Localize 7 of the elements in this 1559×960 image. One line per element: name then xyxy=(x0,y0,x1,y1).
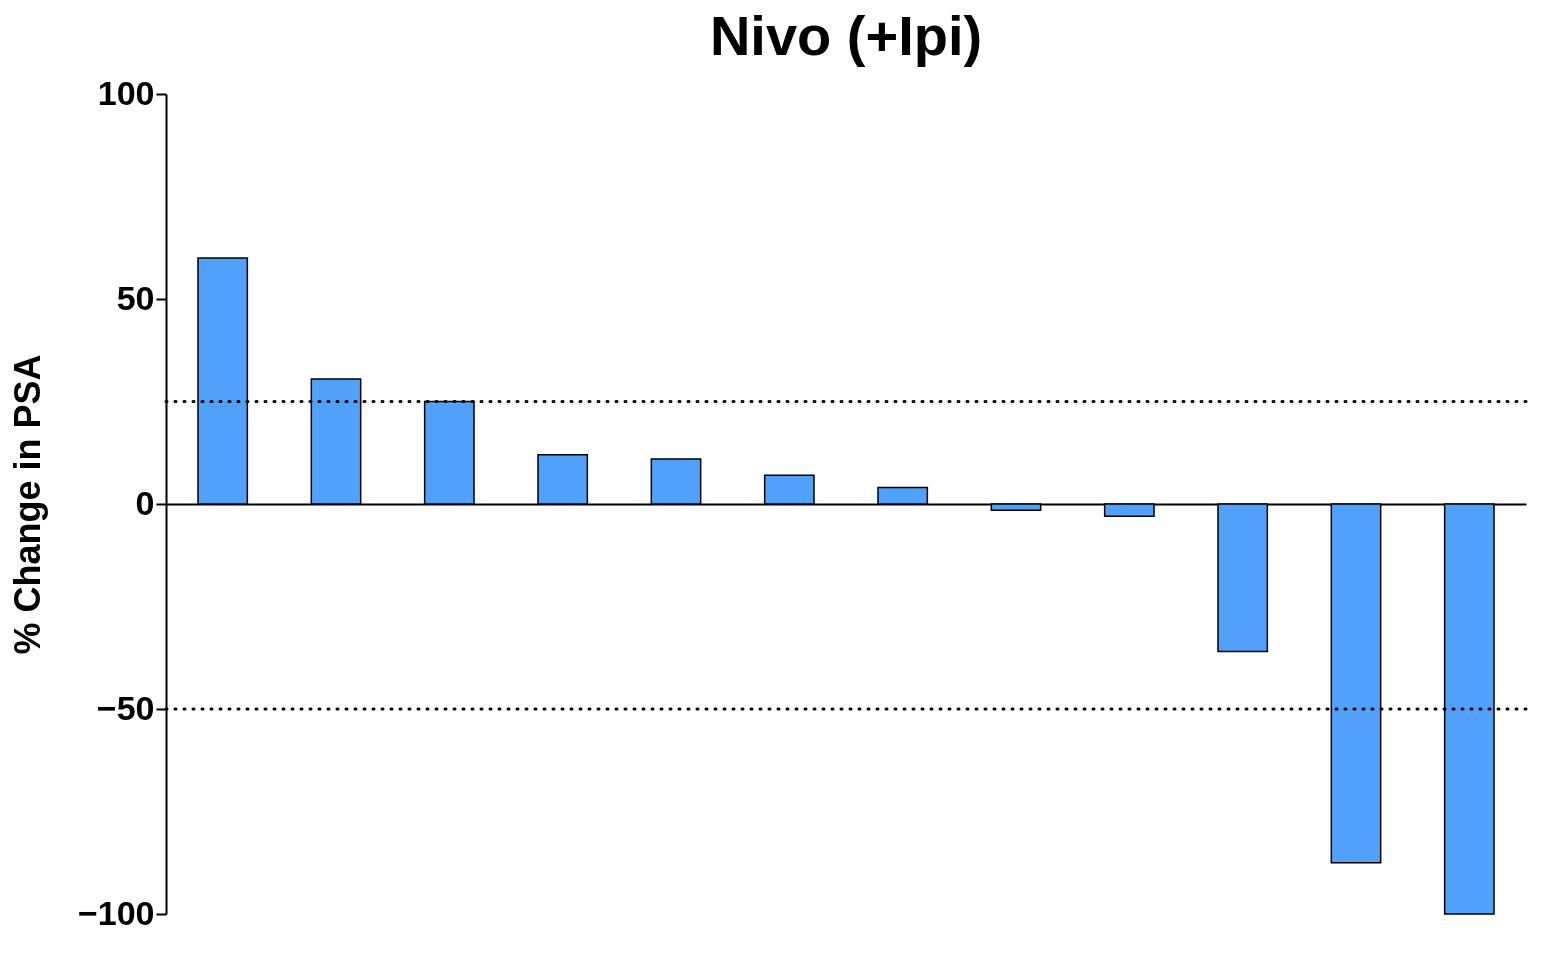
y-tick-label: 0 xyxy=(135,483,155,522)
y-tick-label: −100 xyxy=(77,893,155,932)
y-axis-title: % Change in PSA xyxy=(6,354,48,655)
y-tick-label: 50 xyxy=(116,278,155,317)
y-tick-label: 100 xyxy=(97,73,155,112)
y-tick-label: −50 xyxy=(96,688,155,727)
chart-title: Nivo (+Ipi) xyxy=(709,4,983,67)
